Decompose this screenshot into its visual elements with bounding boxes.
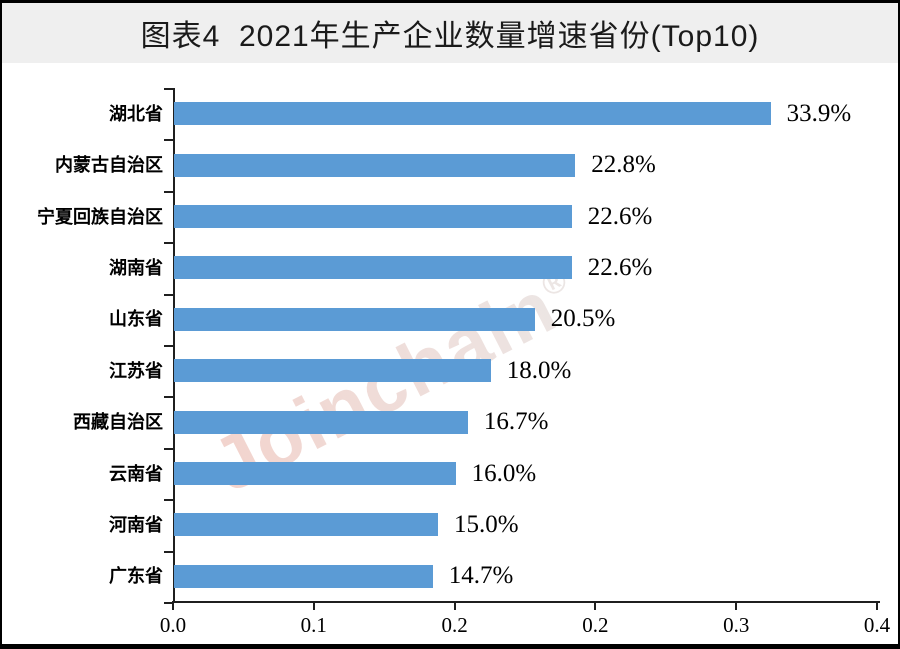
y-axis-tick [164, 345, 173, 347]
value-label: 22.8% [591, 151, 656, 179]
plot-area: Joinchain®chx 湖北省 33.9% 内蒙古自治区 22.8% 宁夏回族自治区… [2, 3, 898, 644]
value-label: 18.0% [506, 356, 572, 384]
y-axis-tick [164, 499, 173, 502]
category-label: 江苏省 [109, 360, 163, 381]
x-tick-label: 0.0 [159, 613, 187, 637]
y-axis-tick [164, 602, 173, 604]
bar [174, 102, 771, 126]
category-label: 西藏自治区 [73, 412, 163, 433]
x-axis-tick [594, 601, 597, 610]
value-label: 22.6% [587, 253, 653, 281]
category-label: 宁夏回族自治区 [37, 206, 163, 227]
value-label: 14.7% [448, 562, 514, 590]
y-axis-tick [164, 396, 173, 399]
x-tick-label: 0.4 [863, 613, 891, 637]
bar [174, 359, 491, 383]
category-label: 湖南省 [109, 257, 163, 278]
x-tick-label: 0.3 [723, 613, 750, 637]
x-axis-tick [312, 601, 315, 610]
y-axis-line [173, 88, 175, 603]
x-axis-tick [453, 601, 456, 610]
value-label: 33.9% [786, 99, 852, 127]
bar [174, 410, 468, 434]
y-axis-tick [164, 550, 173, 553]
category-label: 云南省 [109, 463, 163, 484]
x-axis-tick [876, 601, 878, 610]
value-label: 20.5% [550, 305, 616, 333]
category-label: 河南省 [109, 514, 163, 535]
value-label: 16.7% [483, 408, 549, 436]
x-tick-label: 0.2 [441, 613, 468, 637]
bar [174, 153, 576, 177]
x-tick-label: 0.2 [582, 613, 609, 637]
bar [174, 513, 438, 537]
category-label: 山东省 [109, 309, 163, 330]
watermark: Joinchain®chx [194, 205, 664, 505]
y-axis-tick [164, 88, 173, 90]
x-axis-tick [172, 601, 174, 610]
bar [174, 256, 572, 280]
value-label: 16.0% [471, 459, 537, 487]
bar [174, 564, 433, 588]
x-axis-tick [735, 601, 738, 610]
value-label: 22.6% [587, 202, 653, 230]
y-axis-tick [164, 447, 173, 450]
y-axis-tick [164, 293, 173, 296]
value-label: 15.0% [454, 510, 519, 538]
y-axis-tick [164, 139, 173, 142]
bar [174, 205, 572, 228]
x-axis-line [173, 601, 880, 603]
title-bar: 图表4 2021年生产企业数量增速省份(Top10) [2, 3, 898, 63]
chart-title: 图表4 2021年生产企业数量增速省份(Top10) [140, 20, 760, 53]
bar [174, 462, 456, 485]
x-tick-label: 0.1 [300, 613, 327, 637]
category-label: 广东省 [109, 566, 163, 587]
bar [174, 307, 535, 331]
y-axis-tick [164, 242, 173, 245]
category-label: 内蒙古自治区 [55, 155, 163, 176]
category-label: 湖北省 [109, 103, 163, 124]
y-axis-tick [164, 190, 173, 193]
